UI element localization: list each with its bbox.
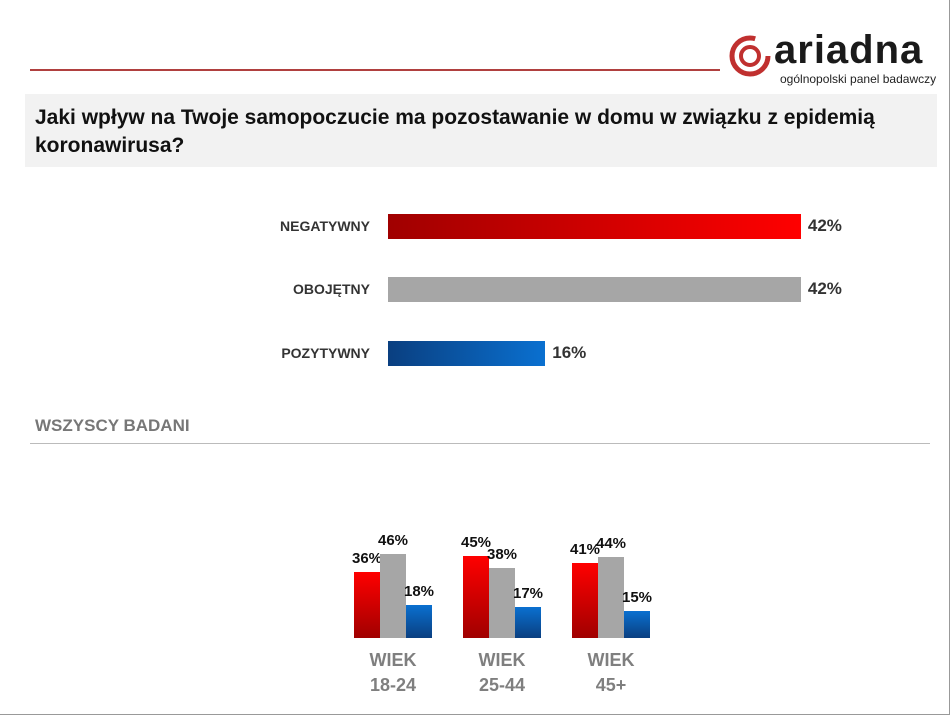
group-label-line: WIEK: [369, 650, 417, 670]
group-label-line: WIEK: [478, 650, 526, 670]
group-label-line: 18-24: [369, 675, 417, 695]
bar: [380, 553, 406, 638]
bar: [388, 277, 801, 302]
bar: [624, 610, 650, 638]
bar: [388, 341, 546, 366]
header-rule: [30, 69, 720, 71]
value-label: 38%: [486, 546, 518, 564]
value-label: 46%: [377, 531, 409, 549]
logo-wordmark: ariadna: [774, 28, 924, 72]
question-box: Jaki wpływ na Twoje samopoczucie ma pozo…: [25, 94, 937, 167]
group-label-line: 45+: [595, 675, 627, 695]
value-label: 17%: [512, 584, 544, 602]
value-label: 42%: [807, 279, 842, 298]
value-label: 16%: [552, 343, 587, 362]
section-divider: [30, 443, 930, 444]
ariadna-logo: ariadna ogólnopolski panel badawczy: [728, 28, 938, 86]
value-label: 44%: [595, 535, 627, 553]
value-label: 36%: [351, 550, 383, 568]
bar: [515, 606, 541, 638]
question-title: Jaki wpływ na Twoje samopoczucie ma pozo…: [35, 106, 875, 157]
group-label-line: WIEK: [587, 650, 635, 670]
category-label: POZYTYWNY: [281, 345, 370, 361]
group-label: WIEK 45+: [566, 648, 656, 698]
bar: [463, 555, 489, 638]
logo-spiral-icon: [729, 35, 771, 77]
value-label: 42%: [807, 216, 842, 235]
bar: [598, 557, 624, 638]
value-label: 41%: [569, 540, 601, 558]
section-label: WSZYSCY BADANI: [35, 416, 190, 435]
value-label: 15%: [621, 588, 653, 606]
logo-tagline: ogólnopolski panel badawczy: [780, 72, 937, 86]
value-label: 45%: [460, 533, 492, 551]
category-label: NEGATYWNY: [280, 218, 370, 234]
bar: [489, 568, 515, 638]
bar: [406, 605, 432, 638]
bar: [572, 562, 598, 638]
group-label: WIEK 25-44: [457, 648, 547, 698]
group-label: WIEK 18-24: [348, 648, 438, 698]
bar: [388, 214, 801, 239]
bar: [354, 572, 380, 638]
category-label: OBOJĘTNY: [292, 281, 370, 297]
group-label-line: 25-44: [478, 675, 526, 695]
value-label: 18%: [403, 583, 435, 601]
